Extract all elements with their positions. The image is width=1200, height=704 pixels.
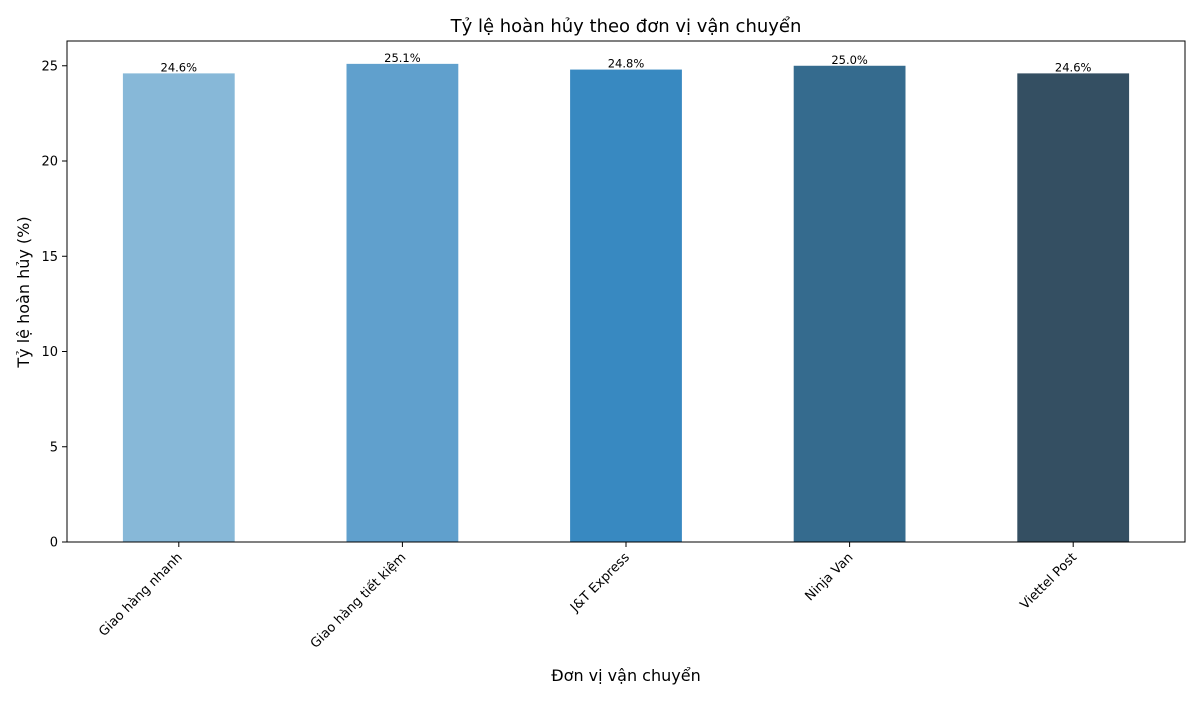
bar xyxy=(122,73,235,542)
plot-frame xyxy=(66,40,1186,543)
data-label: 24.8% xyxy=(608,57,645,71)
y-tick-label: 5 xyxy=(50,440,58,455)
y-tick-label: 10 xyxy=(41,345,58,360)
y-tick-label: 25 xyxy=(41,59,58,74)
y-axis-title: Tỷ lệ hoàn hủy (%) xyxy=(14,216,33,368)
y-tick-label: 20 xyxy=(41,155,58,170)
bar xyxy=(346,63,459,542)
data-labels-layer: 24.6% 25.1% 24.8% 25.0% 24.6% xyxy=(161,51,1092,75)
x-tick-label: Giao hàng tiết kiệm xyxy=(308,550,409,651)
x-axis-title: Đơn vị vận chuyển xyxy=(551,666,700,685)
data-label: 24.6% xyxy=(1055,60,1092,74)
bar xyxy=(793,65,906,543)
x-axis-ticks: Giao hàng nhanh Giao hàng tiết kiệm J&T Ex… xyxy=(96,542,1080,652)
y-tick-label: 0 xyxy=(50,536,58,551)
data-label: 25.0% xyxy=(831,53,868,67)
y-axis-ticks: 0 5 10 15 20 25 xyxy=(41,59,67,551)
data-label: 24.6% xyxy=(161,60,198,74)
bar xyxy=(1017,73,1130,542)
y-tick-label: 15 xyxy=(41,250,58,265)
x-tick-label: Giao hàng nhanh xyxy=(96,550,185,639)
bars-layer xyxy=(122,63,1130,543)
x-tick-label: Ninja Van xyxy=(802,550,856,604)
x-tick-label: Viettel Post xyxy=(1018,550,1080,612)
bar xyxy=(570,69,682,542)
x-tick-label: J&T Express xyxy=(567,550,633,616)
chart-title: Tỷ lệ hoàn hủy theo đơn vị vận chuyển xyxy=(450,16,802,37)
data-label: 25.1% xyxy=(384,51,421,65)
